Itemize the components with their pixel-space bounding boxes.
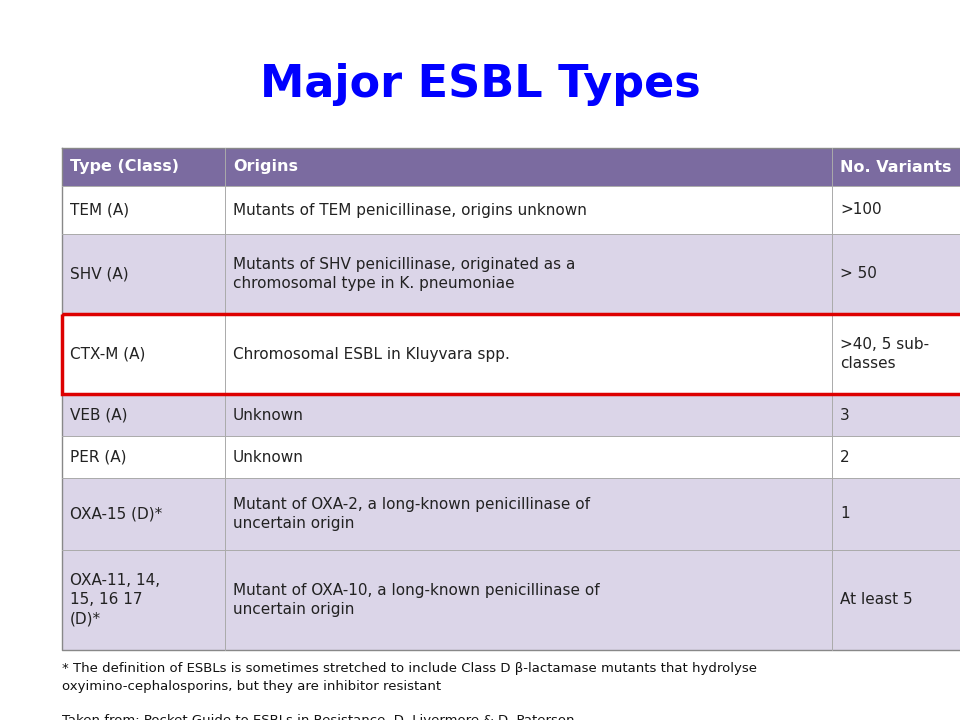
Text: 3: 3 bbox=[840, 408, 850, 423]
Text: 1: 1 bbox=[840, 506, 850, 521]
Bar bbox=[832, 234, 960, 314]
Bar bbox=[225, 148, 832, 186]
Bar bbox=[225, 478, 832, 550]
Bar bbox=[62, 550, 225, 650]
Text: At least 5: At least 5 bbox=[840, 593, 913, 608]
Text: VEB (A): VEB (A) bbox=[70, 408, 128, 423]
Text: OXA-15 (D)*: OXA-15 (D)* bbox=[70, 506, 162, 521]
Bar bbox=[62, 314, 225, 394]
Bar bbox=[225, 436, 832, 478]
Text: Mutants of TEM penicillinase, origins unknown: Mutants of TEM penicillinase, origins un… bbox=[233, 202, 587, 217]
Bar bbox=[225, 186, 832, 234]
Text: > 50: > 50 bbox=[840, 266, 876, 282]
Bar bbox=[62, 478, 225, 550]
Text: * The definition of ESBLs is sometimes stretched to include Class D β-lactamase : * The definition of ESBLs is sometimes s… bbox=[62, 662, 757, 675]
Bar bbox=[62, 186, 225, 234]
Bar bbox=[62, 394, 225, 436]
Text: Major ESBL Types: Major ESBL Types bbox=[259, 63, 701, 107]
Text: Mutant of OXA-10, a long-known penicillinase of
uncertain origin: Mutant of OXA-10, a long-known penicilli… bbox=[233, 583, 600, 617]
Text: >100: >100 bbox=[840, 202, 881, 217]
Bar bbox=[832, 394, 960, 436]
Text: oxyimino-cephalosporins, but they are inhibitor resistant: oxyimino-cephalosporins, but they are in… bbox=[62, 680, 442, 693]
Text: 2: 2 bbox=[840, 449, 850, 464]
Text: Unknown: Unknown bbox=[233, 449, 304, 464]
Bar bbox=[832, 148, 960, 186]
Bar bbox=[225, 394, 832, 436]
Text: PER (A): PER (A) bbox=[70, 449, 127, 464]
Bar bbox=[62, 234, 225, 314]
Text: SHV (A): SHV (A) bbox=[70, 266, 129, 282]
Bar bbox=[62, 148, 225, 186]
Bar bbox=[225, 314, 832, 394]
Text: OXA-11, 14,
15, 16 17
(D)*: OXA-11, 14, 15, 16 17 (D)* bbox=[70, 573, 160, 626]
Text: No. Variants: No. Variants bbox=[840, 160, 951, 174]
Bar bbox=[832, 550, 960, 650]
Bar bbox=[832, 186, 960, 234]
Text: Taken from: Pocket Guide to ESBLs in Resistance. D. Livermore & D. Paterson: Taken from: Pocket Guide to ESBLs in Res… bbox=[62, 714, 574, 720]
Text: TEM (A): TEM (A) bbox=[70, 202, 130, 217]
Text: Unknown: Unknown bbox=[233, 408, 304, 423]
Text: Mutant of OXA-2, a long-known penicillinase of
uncertain origin: Mutant of OXA-2, a long-known penicillin… bbox=[233, 497, 590, 531]
Bar bbox=[225, 234, 832, 314]
Bar bbox=[62, 314, 960, 394]
Text: Chromosomal ESBL in Kluyvara spp.: Chromosomal ESBL in Kluyvara spp. bbox=[233, 346, 510, 361]
Bar bbox=[225, 550, 832, 650]
Bar bbox=[832, 478, 960, 550]
Text: Mutants of SHV penicillinase, originated as a
chromosomal type in K. pneumoniae: Mutants of SHV penicillinase, originated… bbox=[233, 257, 575, 291]
Text: CTX-M (A): CTX-M (A) bbox=[70, 346, 145, 361]
Bar bbox=[832, 436, 960, 478]
Bar bbox=[832, 314, 960, 394]
Text: >40, 5 sub-
classes: >40, 5 sub- classes bbox=[840, 337, 929, 371]
Bar bbox=[62, 436, 225, 478]
Text: Type (Class): Type (Class) bbox=[70, 160, 179, 174]
Text: Origins: Origins bbox=[233, 160, 298, 174]
